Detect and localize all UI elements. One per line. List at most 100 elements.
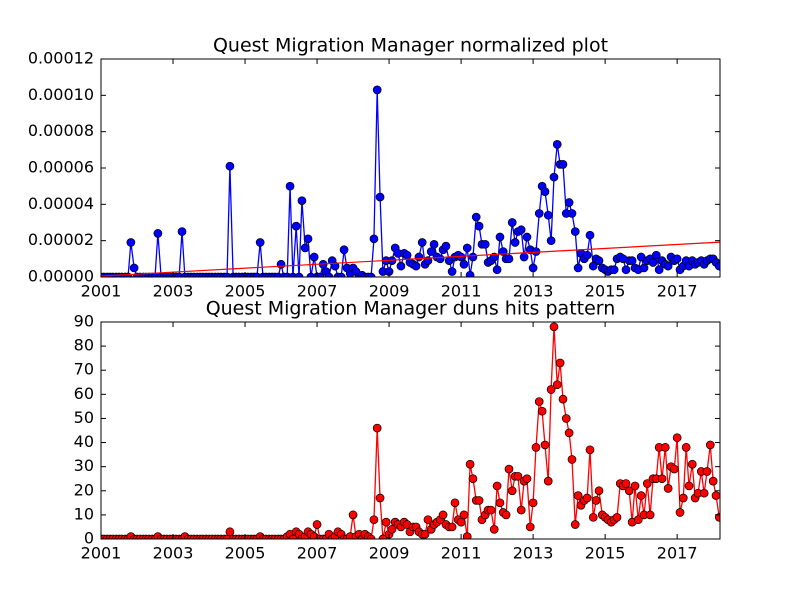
data-point [366,534,376,539]
data-point [624,486,634,496]
data-point [582,493,592,503]
data-point [540,440,550,450]
data-point [462,243,472,253]
data-point [447,267,457,276]
data-point [486,505,496,515]
x-tick-label: 2003 [153,282,194,301]
chart-title: Quest Migration Manager normalized plot [213,35,608,57]
x-tick-label: 2007 [297,544,338,563]
x-tick-label: 2003 [153,544,194,563]
x-tick-label: 2009 [369,544,410,563]
data-point [297,196,307,206]
y-tick-label: 0.00012 [28,49,94,68]
data-point [549,172,559,182]
x-tick-label: 2017 [657,282,698,301]
data-point [492,481,502,491]
data-point [660,443,670,452]
data-point [543,476,553,486]
x-tick-label: 2017 [657,544,698,563]
data-point [648,258,658,267]
data-point [339,245,349,255]
data-point [708,476,718,486]
data-point [534,397,544,406]
data-point [294,272,304,277]
data-point [465,459,475,469]
y-tick-label: 20 [74,480,94,499]
data-point [675,508,685,517]
data-point [375,493,385,503]
data-point [468,474,478,484]
data-point [630,481,640,491]
data-point [654,265,664,275]
y-tick-label: 70 [74,360,94,379]
data-point [375,192,385,202]
data-point [546,236,556,246]
data-point [402,250,412,260]
x-tick-label: 2001 [81,282,122,301]
data-point [420,529,430,539]
data-point [594,486,604,496]
data-point [459,510,469,520]
x-tick-label: 2013 [513,544,554,563]
data-point [570,227,580,236]
data-point [153,229,163,238]
y-tick-label: 0.00006 [28,158,94,177]
data-point [642,479,652,488]
data-point [657,474,667,484]
y-tick-label: 0.00000 [28,267,94,286]
data-point [423,515,433,525]
data-point [438,510,448,520]
x-tick-label: 2015 [585,544,626,563]
data-point [501,510,511,520]
data-point [426,247,436,256]
data-point [684,481,694,491]
y-tick-label: 40 [74,432,94,451]
data-point [462,532,472,539]
data-point [591,496,601,505]
data-point [633,515,643,525]
data-point [663,484,673,493]
data-point [627,256,637,265]
data-point [441,241,451,251]
data-point [516,225,526,235]
data-point [474,496,484,505]
data-point [309,252,319,262]
data-point [177,227,187,236]
data-point [480,239,490,249]
data-point [276,259,286,269]
data-point [255,238,265,247]
data-point [330,261,340,271]
data-point [651,250,661,260]
data-point [702,467,712,476]
data-point [714,261,720,271]
data-point [573,491,583,500]
data-point [366,272,376,277]
data-point [459,259,469,269]
data-point [396,261,406,271]
data-point [495,232,505,242]
data-point [612,512,622,522]
data-point [372,423,382,433]
data-point [126,238,136,247]
data-point [465,270,475,277]
data-point [585,445,595,455]
data-point [489,525,499,534]
data-point [312,520,322,529]
x-tick-label: 2011 [441,282,482,301]
data-point [504,464,514,474]
data-point [663,261,673,271]
data-point [528,498,538,508]
data-point [522,474,532,484]
data-point [495,498,505,508]
x-tick-label: 2011 [441,544,482,563]
data-point [381,517,391,527]
data-point [540,187,550,196]
x-tick-label: 2007 [297,282,338,301]
data-point [291,221,301,231]
data-point [510,238,520,247]
data-point [543,210,553,220]
data-point [300,243,310,253]
data-point [669,464,679,474]
